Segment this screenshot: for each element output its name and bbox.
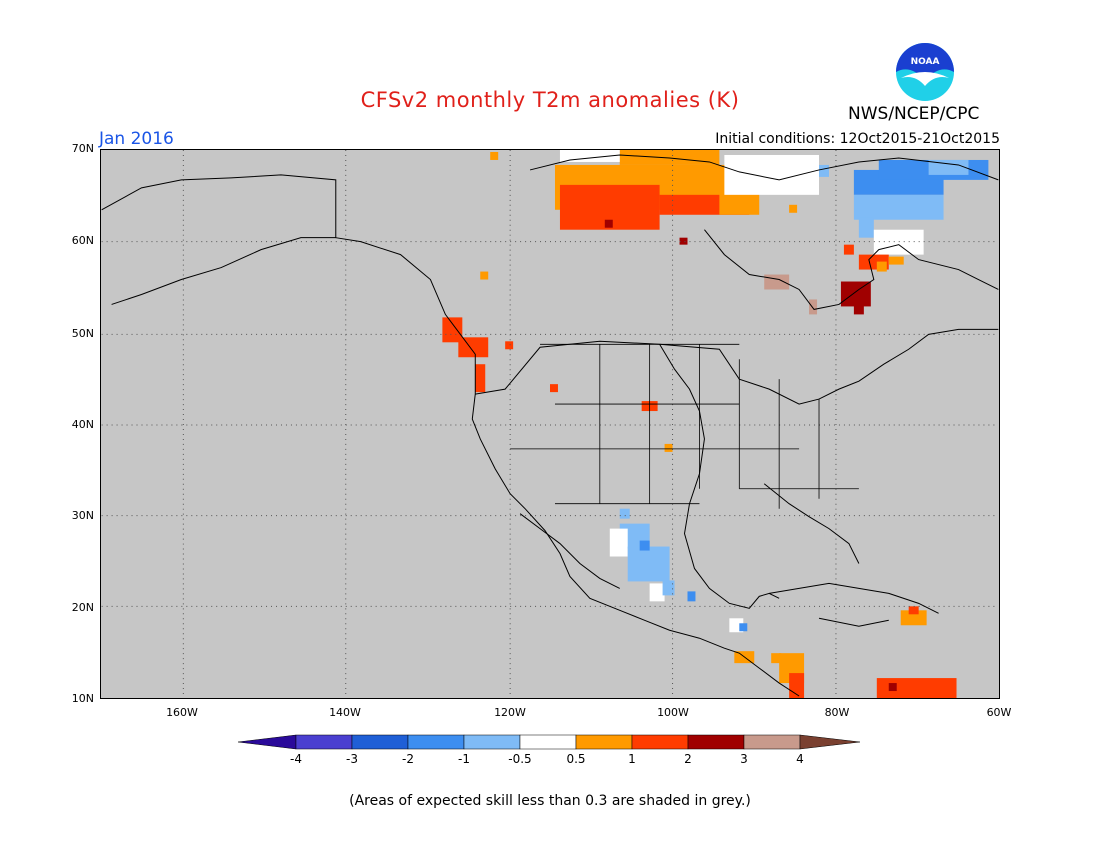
coastlines (101, 154, 999, 697)
colorbar-label: -2 (402, 752, 414, 766)
map-title: CFSv2 monthly T2m anomalies (K) (360, 88, 740, 112)
colorbar-label: 2 (684, 752, 692, 766)
lat-label-10n: 10N (71, 692, 94, 705)
noaa-logo: NOAA (896, 43, 954, 101)
colorbar-label: 3 (740, 752, 748, 766)
lat-label-70n: 70N (71, 142, 94, 155)
political-borders (510, 343, 859, 509)
colorbar (238, 734, 861, 750)
graticule (101, 150, 999, 698)
map-canvas (101, 150, 999, 698)
initial-conditions: Initial conditions: 12Oct2015-21Oct2015 (715, 131, 1000, 147)
colorbar-label: 4 (796, 752, 804, 766)
lon-label-60w: 60W (986, 706, 1012, 719)
lon-label-160w: 160W (166, 706, 198, 719)
colorbar-label: -1 (458, 752, 470, 766)
agency-label: NWS/NCEP/CPC (848, 104, 980, 124)
anomaly-cells (442, 150, 989, 698)
colorbar-label: -4 (290, 752, 302, 766)
lat-label-60n: 60N (71, 234, 94, 247)
lat-label-50n: 50N (71, 327, 94, 340)
colorbar-label: -3 (346, 752, 358, 766)
colorbar-label: -0.5 (508, 752, 532, 766)
colorbar-label: 1 (628, 752, 636, 766)
lon-label-80w: 80W (824, 706, 850, 719)
colorbar-label: 0.5 (566, 752, 586, 766)
lat-label-30n: 30N (71, 509, 94, 522)
skill-note: (Areas of expected skill less than 0.3 a… (349, 793, 751, 809)
lat-label-20n: 20N (71, 601, 94, 614)
map-panel (100, 149, 1000, 699)
lat-label-40n: 40N (71, 418, 94, 431)
lon-label-120w: 120W (494, 706, 526, 719)
lon-label-100w: 100W (657, 706, 689, 719)
noaa-logo-text: NOAA (911, 57, 940, 67)
lon-label-140w: 140W (329, 706, 361, 719)
forecast-month: Jan 2016 (99, 129, 174, 149)
